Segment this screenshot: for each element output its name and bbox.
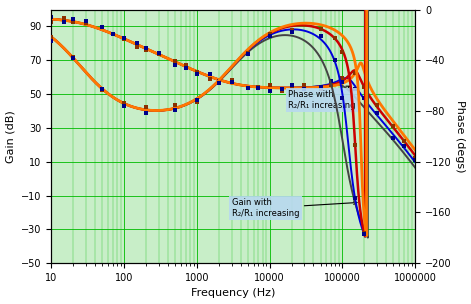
Y-axis label: Phase (degs): Phase (degs) bbox=[455, 100, 465, 173]
Text: Gain with
R₂/R₁ increasing: Gain with R₂/R₁ increasing bbox=[232, 199, 357, 218]
X-axis label: Frequency (Hz): Frequency (Hz) bbox=[191, 288, 276, 299]
Y-axis label: Gain (dB): Gain (dB) bbox=[6, 110, 16, 163]
Text: Phase with
R₂/R₁ increasing: Phase with R₂/R₁ increasing bbox=[288, 86, 356, 110]
